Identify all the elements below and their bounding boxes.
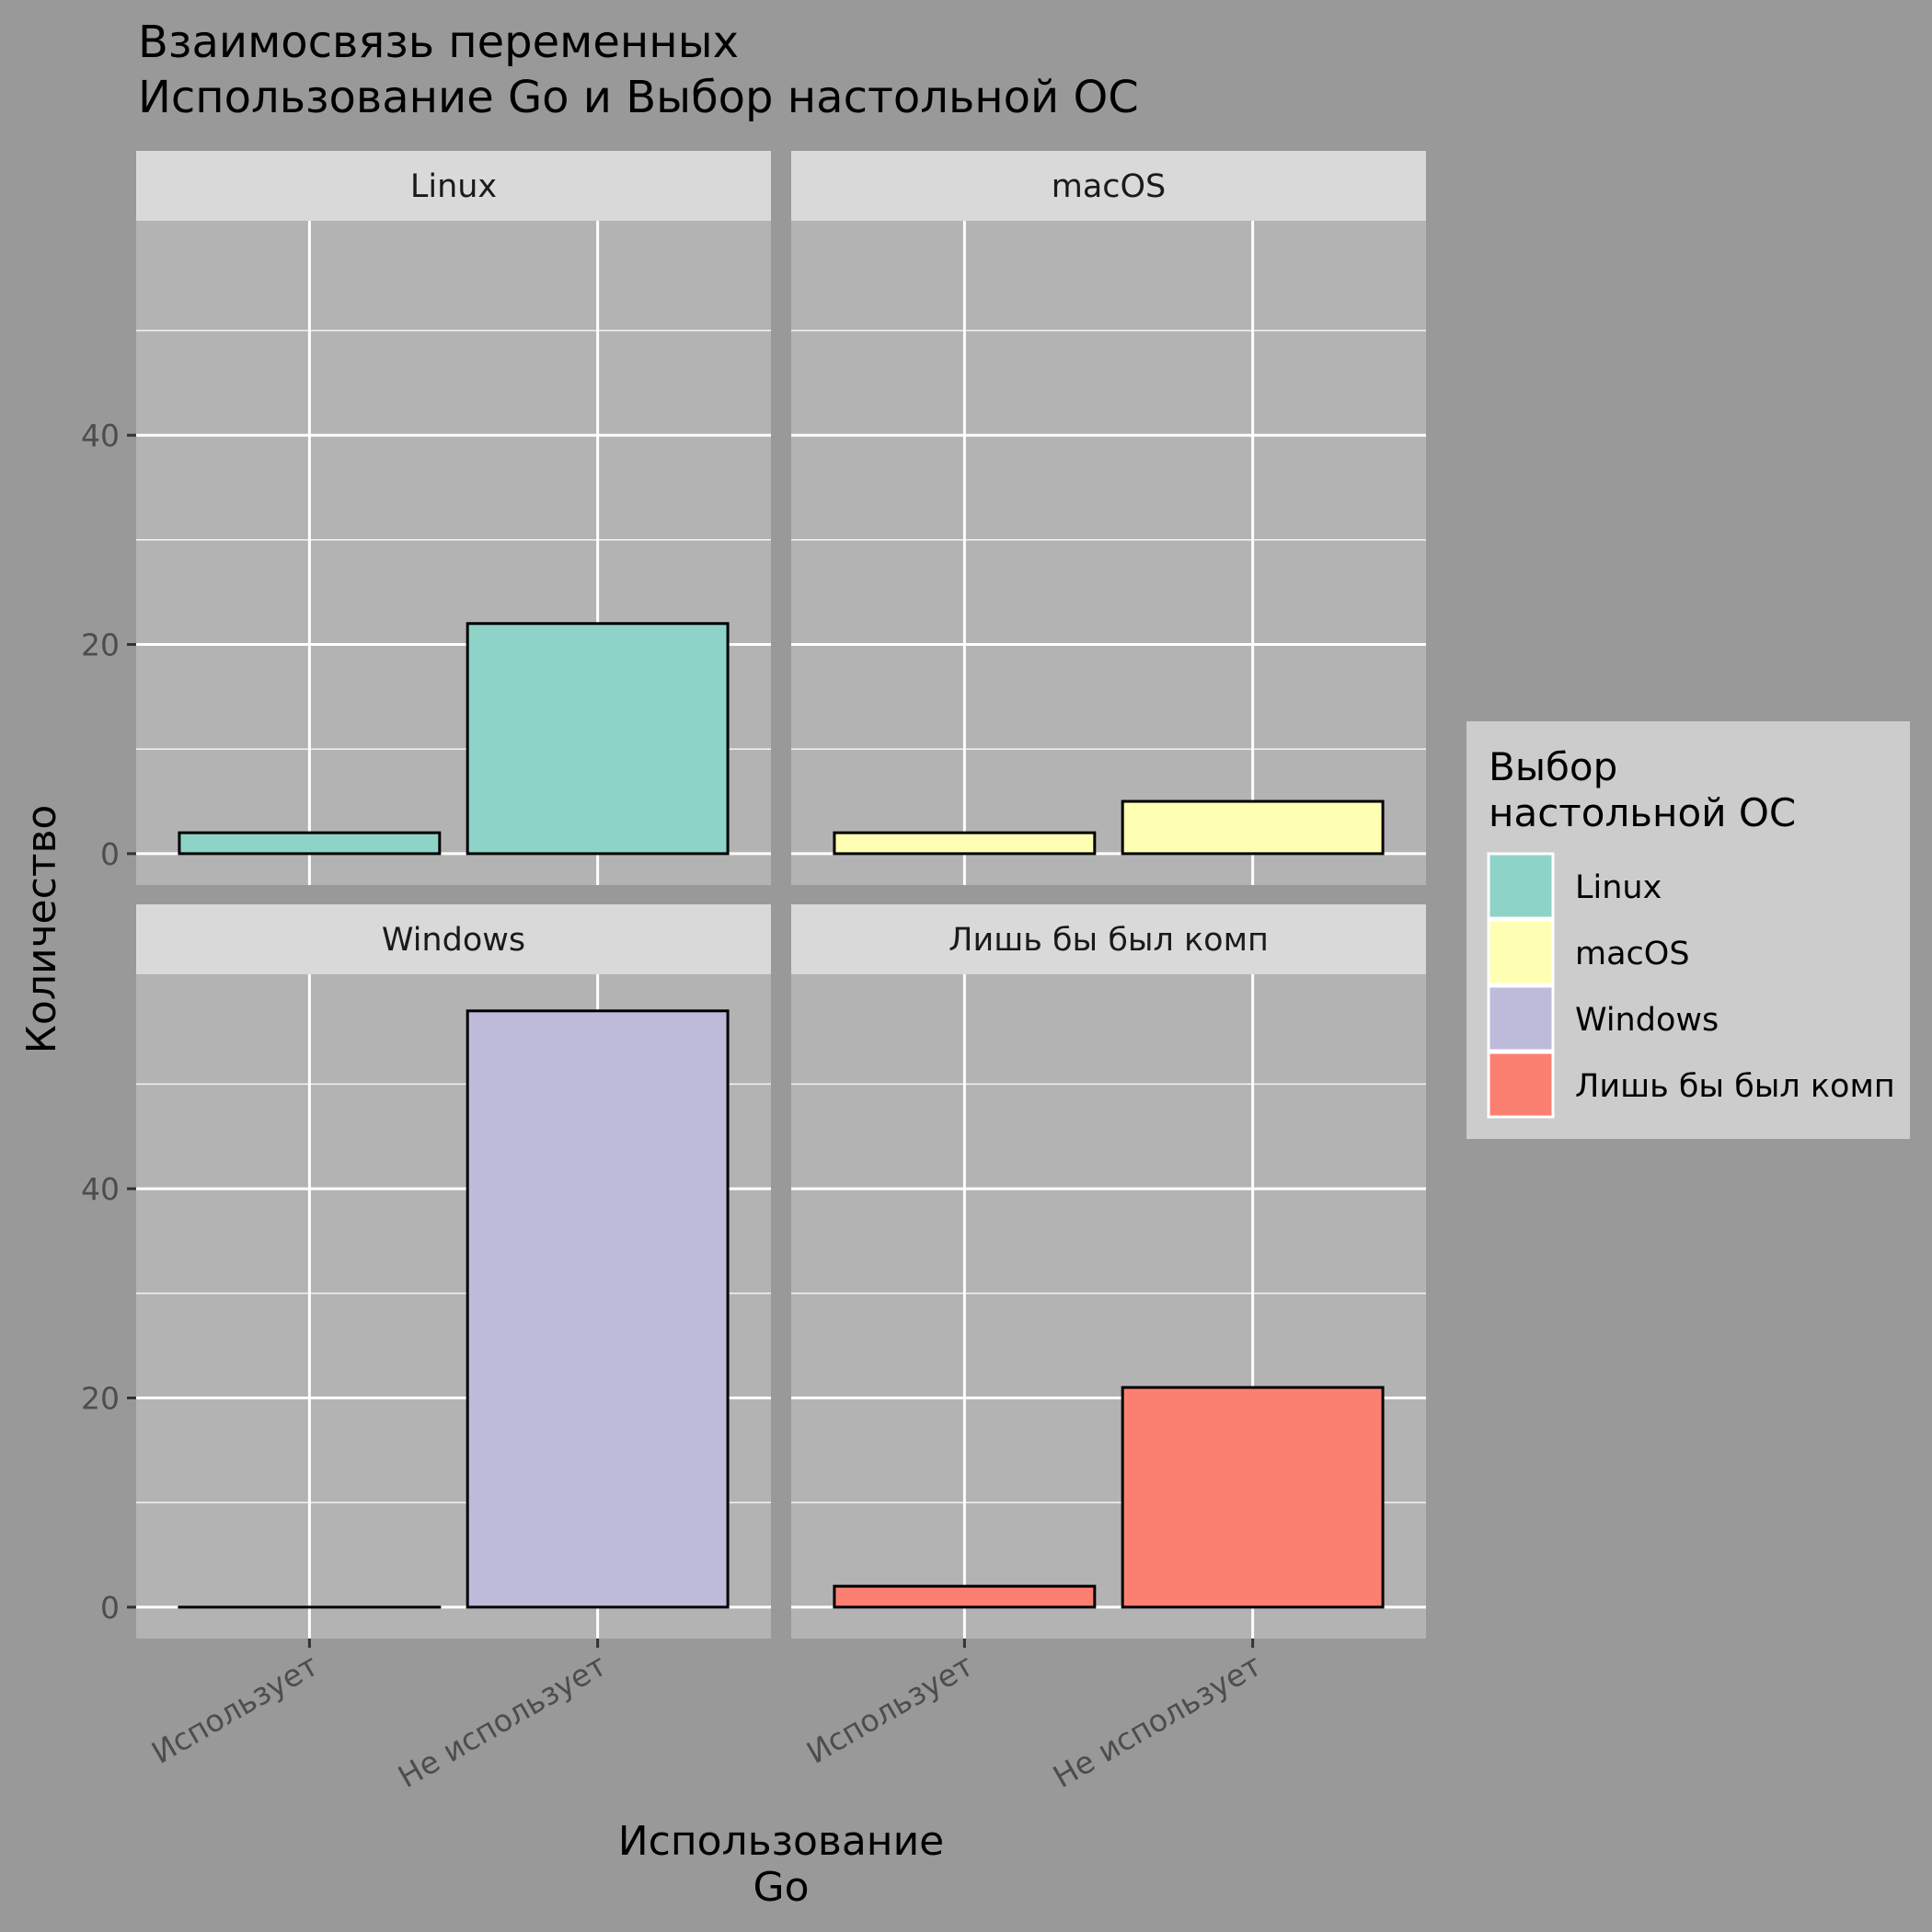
legend-key [1487,852,1555,920]
bar [466,1009,730,1609]
legend-key [1487,1051,1555,1119]
legend-item-label: macOS [1575,936,1690,972]
chart-title: Взаимосвязь переменных Использование Go … [138,17,1139,123]
bar [833,1584,1097,1609]
bar [466,622,730,856]
legend-item-label: Лишь бы был комп [1575,1068,1895,1105]
x-axis-title-line-1: Использование [618,1818,945,1865]
facet-strip [136,151,771,221]
legend-item-label: Windows [1575,1002,1719,1039]
legend-title-line-2: настольной ОС [1489,790,1796,835]
bar [1121,799,1385,856]
facet-strip [136,904,771,974]
facet-strip-label: Windows [382,922,525,959]
facet-strip-label: macOS [1052,168,1167,205]
y-axis-title: Количество [18,805,65,1054]
bar [1121,1386,1385,1609]
facet-panel-2: macOS [791,151,1426,885]
legend-item-label: Linux [1575,869,1662,906]
facet-panel-1: Linux 0 20 40 [81,151,771,885]
y-axis-label: Количество [18,805,65,1054]
facet-strip-label: Лишь бы был комп [949,922,1269,959]
chart-title-line-1: Взаимосвязь переменных [138,17,739,68]
legend-title-line-1: Выбор [1489,744,1617,789]
y-tick-label: 0 [100,836,120,872]
chart-title-line-2: Использование Go и Выбор настольной ОС [138,72,1139,123]
facet-strip [791,151,1426,221]
panel-background [791,221,1426,885]
y-tick-label: 20 [81,1380,120,1416]
y-tick-label: 40 [81,1171,120,1207]
legend-key [1487,984,1555,1052]
x-axis-title-line-2: Go [753,1864,809,1911]
y-tick-label: 20 [81,627,120,662]
y-tick-label: 0 [100,1590,120,1626]
facet-strip-label: Linux [410,168,497,205]
legend-key [1487,918,1555,986]
bar [833,831,1097,856]
facet-strip [791,904,1426,974]
y-tick-label: 40 [81,418,120,454]
bar [178,831,442,856]
